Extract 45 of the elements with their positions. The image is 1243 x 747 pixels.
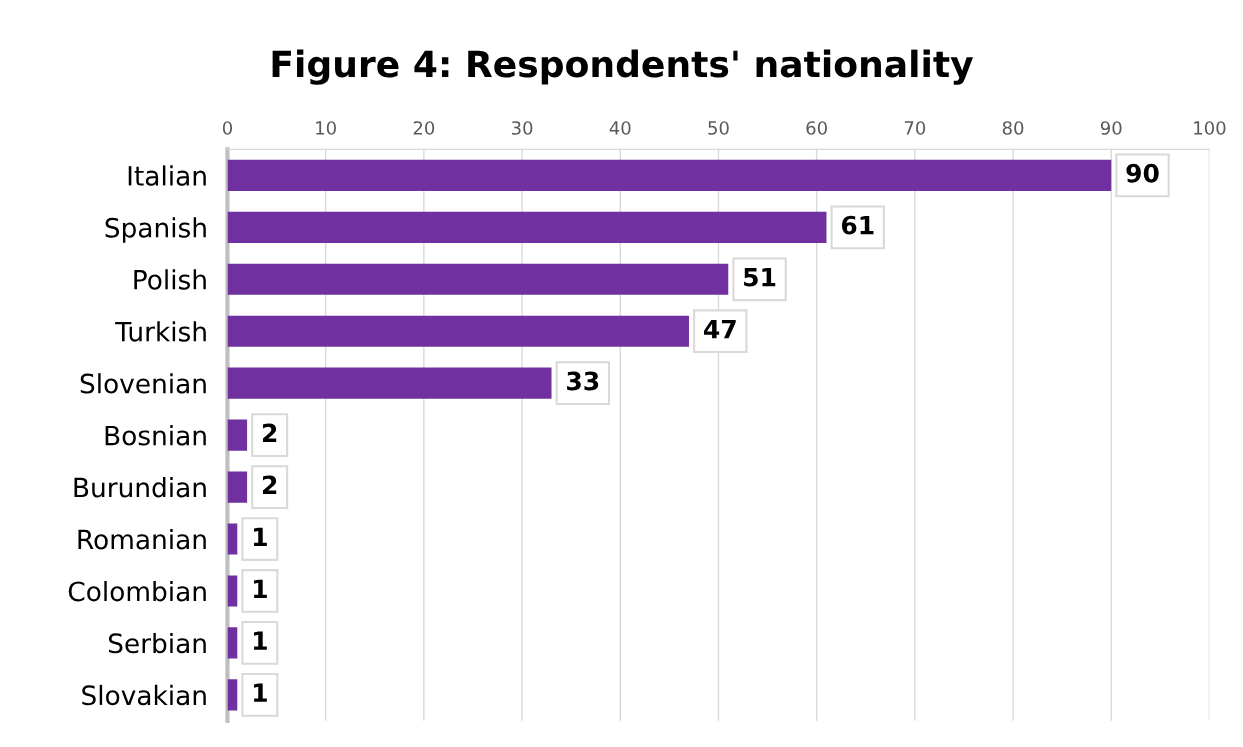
bar	[227, 315, 689, 347]
y-tick-label: Turkish	[115, 321, 206, 342]
bar	[227, 367, 552, 399]
y-tick-label: Serbian	[108, 632, 206, 654]
x-tick-label: 90	[1100, 121, 1122, 135]
y-tick-label: Italian	[128, 165, 206, 186]
bar	[227, 627, 238, 659]
data-label: 61	[841, 215, 874, 235]
y-tick-label: Slovenian	[80, 373, 206, 394]
bar	[227, 575, 238, 607]
x-tick-label: 40	[609, 121, 631, 135]
data-label: 1	[254, 527, 267, 546]
data-label: 1	[254, 683, 267, 702]
bar	[227, 419, 248, 451]
bar	[227, 679, 238, 711]
data-label: 47	[704, 319, 736, 339]
y-tick-label: Bosnian	[105, 425, 206, 446]
bar	[227, 263, 729, 295]
x-tick-label: 10	[316, 121, 336, 135]
data-label: 90	[1126, 163, 1159, 183]
x-tick-label: 50	[708, 121, 729, 135]
x-tick-label: 100	[1194, 121, 1226, 135]
x-tick-label: 0	[222, 121, 233, 135]
x-tick-label: 60	[806, 121, 827, 135]
bar	[227, 211, 827, 243]
y-tick-label: Colombian	[68, 580, 206, 602]
y-tick-label: Burundian	[74, 477, 206, 498]
y-tick-label: Polish	[134, 269, 206, 290]
y-tick-label: Spanish	[105, 217, 206, 243]
x-tick-label: 20	[413, 121, 435, 135]
chart-title: Figure 4: Respondents' nationality	[272, 49, 974, 85]
data-label: 1	[254, 579, 267, 598]
bar	[227, 159, 1112, 191]
data-label: 1	[254, 631, 267, 650]
bar	[227, 471, 248, 503]
x-tick-label: 70	[904, 121, 926, 135]
data-label: 51	[744, 267, 776, 287]
x-tick-label: 80	[1002, 121, 1024, 135]
data-label: 2	[262, 475, 277, 494]
y-tick-label: Romanian	[78, 529, 206, 550]
x-tick-label: 30	[511, 121, 533, 135]
data-label: 33	[567, 371, 599, 391]
bar	[227, 523, 238, 555]
y-tick-label: Slovakian	[82, 684, 206, 706]
data-label: 2	[262, 423, 277, 443]
